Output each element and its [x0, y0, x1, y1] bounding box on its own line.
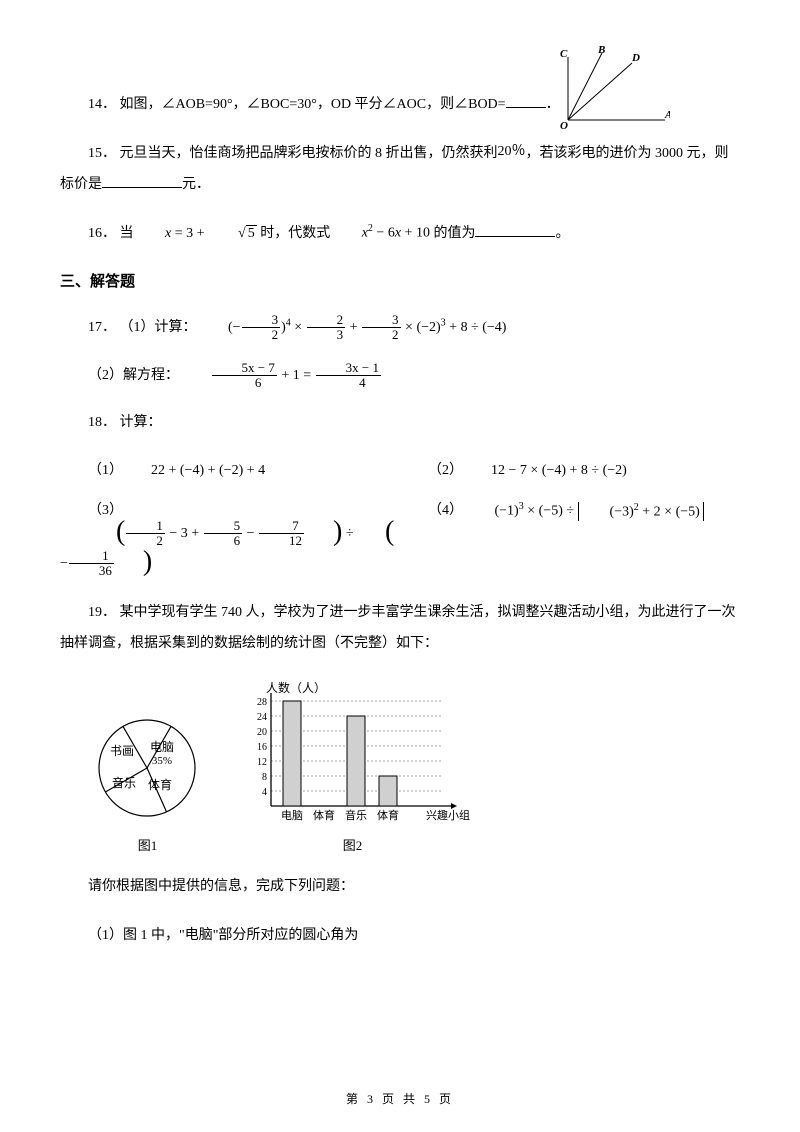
pie-label: 图1 [90, 835, 205, 854]
bar-label: 图2 [235, 835, 470, 854]
question-18: 18． 计算： [60, 408, 740, 439]
bar-chart: 人数（人）481216202428电脑体育音乐体育兴趣小组 [235, 678, 470, 828]
page-footer: 第 3 页 共 5 页 [0, 1090, 800, 1107]
svg-text:人数（人）: 人数（人） [266, 680, 326, 695]
question-16: 16． 当 x = 3 + √5 时，代数式 x2 − 6x + 10 的值为。 [60, 218, 740, 250]
question-17-part1: 17． （1）计算： (−32)4 × 23 + 32 × (−2)3 + 8 … [60, 313, 740, 343]
question-14: A B C D O 14． 如图，∠AOB=90°，∠BOC=30°，OD 平分… [60, 90, 740, 121]
svg-text:音乐: 音乐 [345, 808, 367, 822]
svg-text:C: C [560, 48, 568, 60]
svg-text:电脑: 电脑 [281, 809, 303, 822]
svg-text:O: O [560, 120, 568, 130]
svg-text:体育: 体育 [313, 808, 335, 822]
q18-row1: （1）22 + (−4) + (−2) + 4 （2）12 − 7 × (−4)… [60, 459, 740, 479]
q17-p1-expr: (−32)4 × 23 + 32 × (−2)3 + 8 ÷ (−4) [200, 313, 506, 343]
svg-text:8: 8 [262, 772, 267, 783]
svg-text:音乐: 音乐 [112, 775, 136, 790]
svg-text:12: 12 [257, 757, 267, 768]
svg-text:20: 20 [257, 727, 267, 738]
q17-p2-expr: 5x − 76 + 1 = 3x − 14 [183, 361, 382, 391]
q18-p4: （4） (−1)3 × (−5) ÷ (−3)2 + 2 × (−5) [400, 499, 740, 578]
q14-num: 14． [88, 97, 116, 112]
svg-text:4: 4 [262, 787, 267, 798]
svg-text:体育: 体育 [377, 808, 399, 822]
q16-expr-x: x = 3 + √5 [137, 219, 257, 250]
q16-expr-poly: x2 − 6x + 10 [334, 218, 430, 249]
q18-p2: （2）12 − 7 × (−4) + 8 ÷ (−2) [400, 459, 740, 479]
charts-row: 书画电脑35%音乐体育 图1 人数（人）481216202428电脑体育音乐体育… [60, 678, 740, 854]
q16-blank [475, 221, 555, 237]
question-15: 15． 元旦当天，怡佳商场把品牌彩电按标价的 8 折出售，仍然获利20％，若该彩… [60, 139, 740, 201]
angle-diagram: A B C D O [540, 45, 670, 130]
q15-num: 15． [88, 146, 116, 161]
q19-follow: 请你根据图中提供的信息，完成下列问题： [60, 872, 740, 903]
svg-text:书画: 书画 [110, 744, 134, 758]
svg-text:D: D [631, 52, 640, 64]
svg-text:16: 16 [257, 742, 267, 753]
q18-row2: （3） (12 − 3 + 56 − 712) ÷ (−136) （4） (−1… [60, 499, 740, 578]
q15-blank [102, 172, 182, 188]
svg-text:体育: 体育 [148, 777, 172, 792]
svg-text:24: 24 [257, 712, 267, 723]
question-19: 19． 某中学现有学生 740 人，学校为了进一步丰富学生课余生活，拟调整兴趣活… [60, 598, 740, 660]
bar-chart-wrap: 人数（人）481216202428电脑体育音乐体育兴趣小组 图2 [235, 678, 470, 854]
svg-text:28: 28 [257, 697, 267, 708]
svg-text:35%: 35% [152, 755, 172, 767]
svg-text:A: A [664, 109, 670, 121]
svg-text:兴趣小组: 兴趣小组 [426, 808, 470, 822]
svg-text:电脑: 电脑 [150, 740, 174, 754]
pie-chart-wrap: 书画 电脑35% 音乐体育 图1 [90, 711, 205, 854]
q17-num: 17． [88, 320, 116, 335]
q19-num: 19． [88, 605, 116, 620]
pie-chart: 书画 电脑35% 音乐体育 [90, 711, 205, 826]
q18-p3: （3） (12 − 3 + 56 − 712) ÷ (−136) [60, 499, 400, 578]
q19-sub1: （1）图 1 中，"电脑"部分所对应的圆心角为 [60, 921, 740, 952]
svg-text:B: B [597, 45, 605, 56]
question-17-part2: （2）解方程： 5x − 76 + 1 = 3x − 14 [60, 361, 740, 391]
q18-num: 18． [88, 415, 116, 430]
section-3-title: 三、解答题 [60, 270, 740, 291]
q14-text: 如图，∠AOB=90°，∠BOC=30°，OD 平分∠AOC，则∠BOD= [120, 97, 506, 112]
q18-p1: （1）22 + (−4) + (−2) + 4 [60, 459, 400, 479]
q16-num: 16． [88, 226, 116, 241]
